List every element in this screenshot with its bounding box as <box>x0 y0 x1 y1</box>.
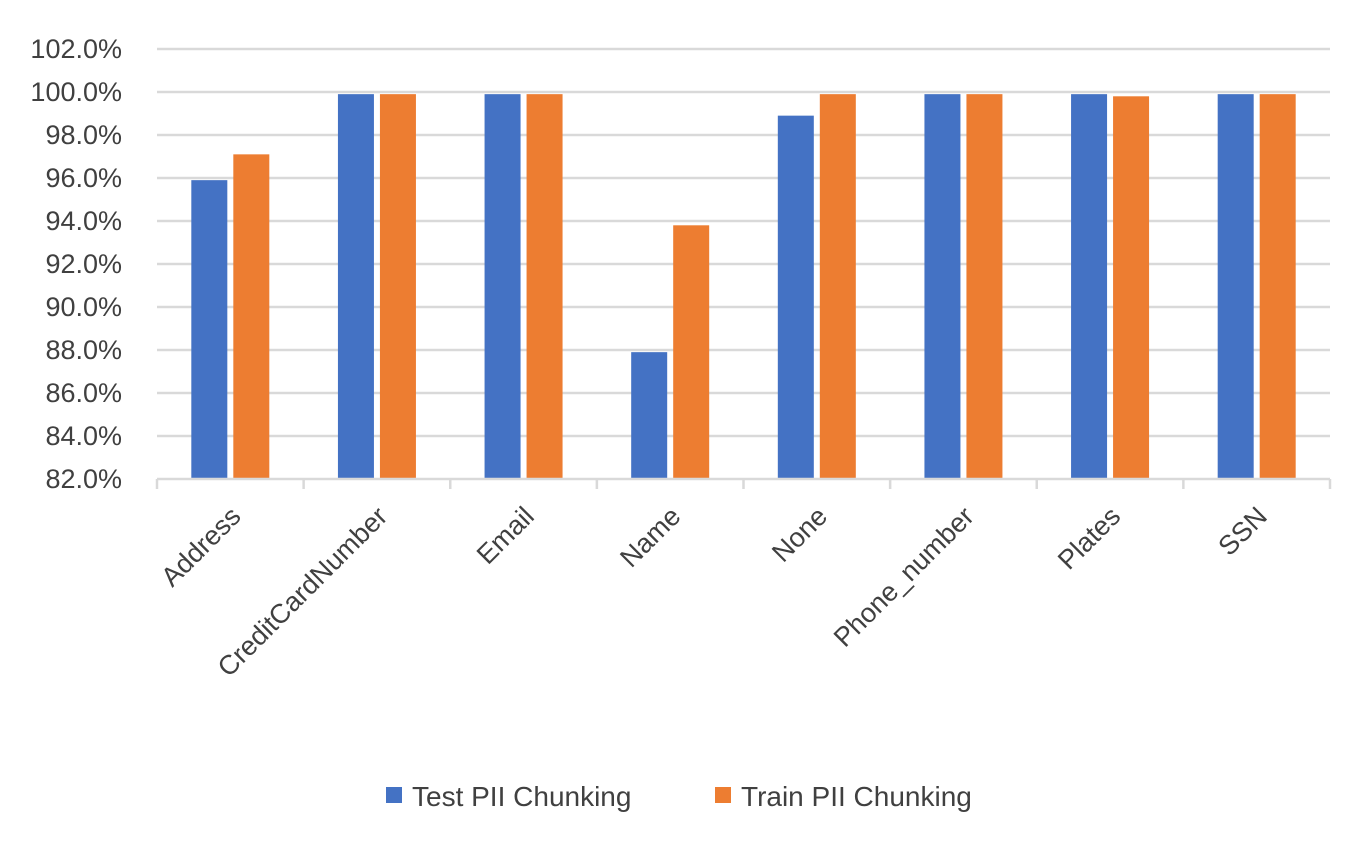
y-tick-label: 98.0% <box>45 120 122 150</box>
bars <box>191 94 1296 480</box>
bar-train-ssn <box>1259 94 1296 480</box>
bar-test-plates <box>1071 94 1108 480</box>
x-tick-label: SSN <box>1212 501 1272 561</box>
y-tick-label: 100.0% <box>30 77 122 107</box>
bar-test-none <box>777 115 814 480</box>
gridlines <box>157 47 1330 438</box>
y-tick-label: 86.0% <box>45 378 122 408</box>
y-tick-label: 102.0% <box>30 34 122 64</box>
legend-label: Train PII Chunking <box>741 781 972 812</box>
y-axis-ticks: 82.0% 84.0% 86.0% 88.0% 90.0% 92.0% 94.0% 96.0%… <box>30 34 122 494</box>
x-tick-label: Address <box>155 501 246 592</box>
bar-train-plates <box>1113 96 1150 480</box>
y-tick-label: 96.0% <box>45 163 122 193</box>
y-tick-label: 92.0% <box>45 249 122 279</box>
legend-swatch <box>386 787 402 803</box>
y-tick-label: 88.0% <box>45 335 122 365</box>
legend: Test PII Chunking Train PII Chunking <box>386 781 972 812</box>
legend-swatch <box>715 787 731 803</box>
y-tick-label: 82.0% <box>45 464 122 494</box>
x-axis <box>155 477 1332 489</box>
x-tick-label: Phone_number <box>828 501 980 653</box>
bar-test-address <box>191 180 228 479</box>
x-tick-label: Email <box>471 501 540 570</box>
bar-train-address <box>233 154 270 479</box>
bar-test-creditcardnumber <box>337 94 374 480</box>
bar-test-email <box>484 94 521 480</box>
bar-train-creditcardnumber <box>379 94 416 480</box>
bar-train-email <box>526 94 563 480</box>
bar-train-phone_number <box>966 94 1003 480</box>
bar-train-none <box>819 94 856 480</box>
y-tick-label: 94.0% <box>45 206 122 236</box>
bar-test-name <box>631 352 668 479</box>
x-tick-label: Plates <box>1052 501 1126 575</box>
legend-label: Test PII Chunking <box>412 781 631 812</box>
x-tick-label: Name <box>614 501 686 573</box>
bar-test-phone_number <box>924 94 961 480</box>
bar-test-ssn <box>1217 94 1254 480</box>
y-tick-label: 90.0% <box>45 292 122 322</box>
y-tick-label: 84.0% <box>45 421 122 451</box>
bar-train-name <box>673 225 710 479</box>
x-tick-label: None <box>766 501 833 568</box>
